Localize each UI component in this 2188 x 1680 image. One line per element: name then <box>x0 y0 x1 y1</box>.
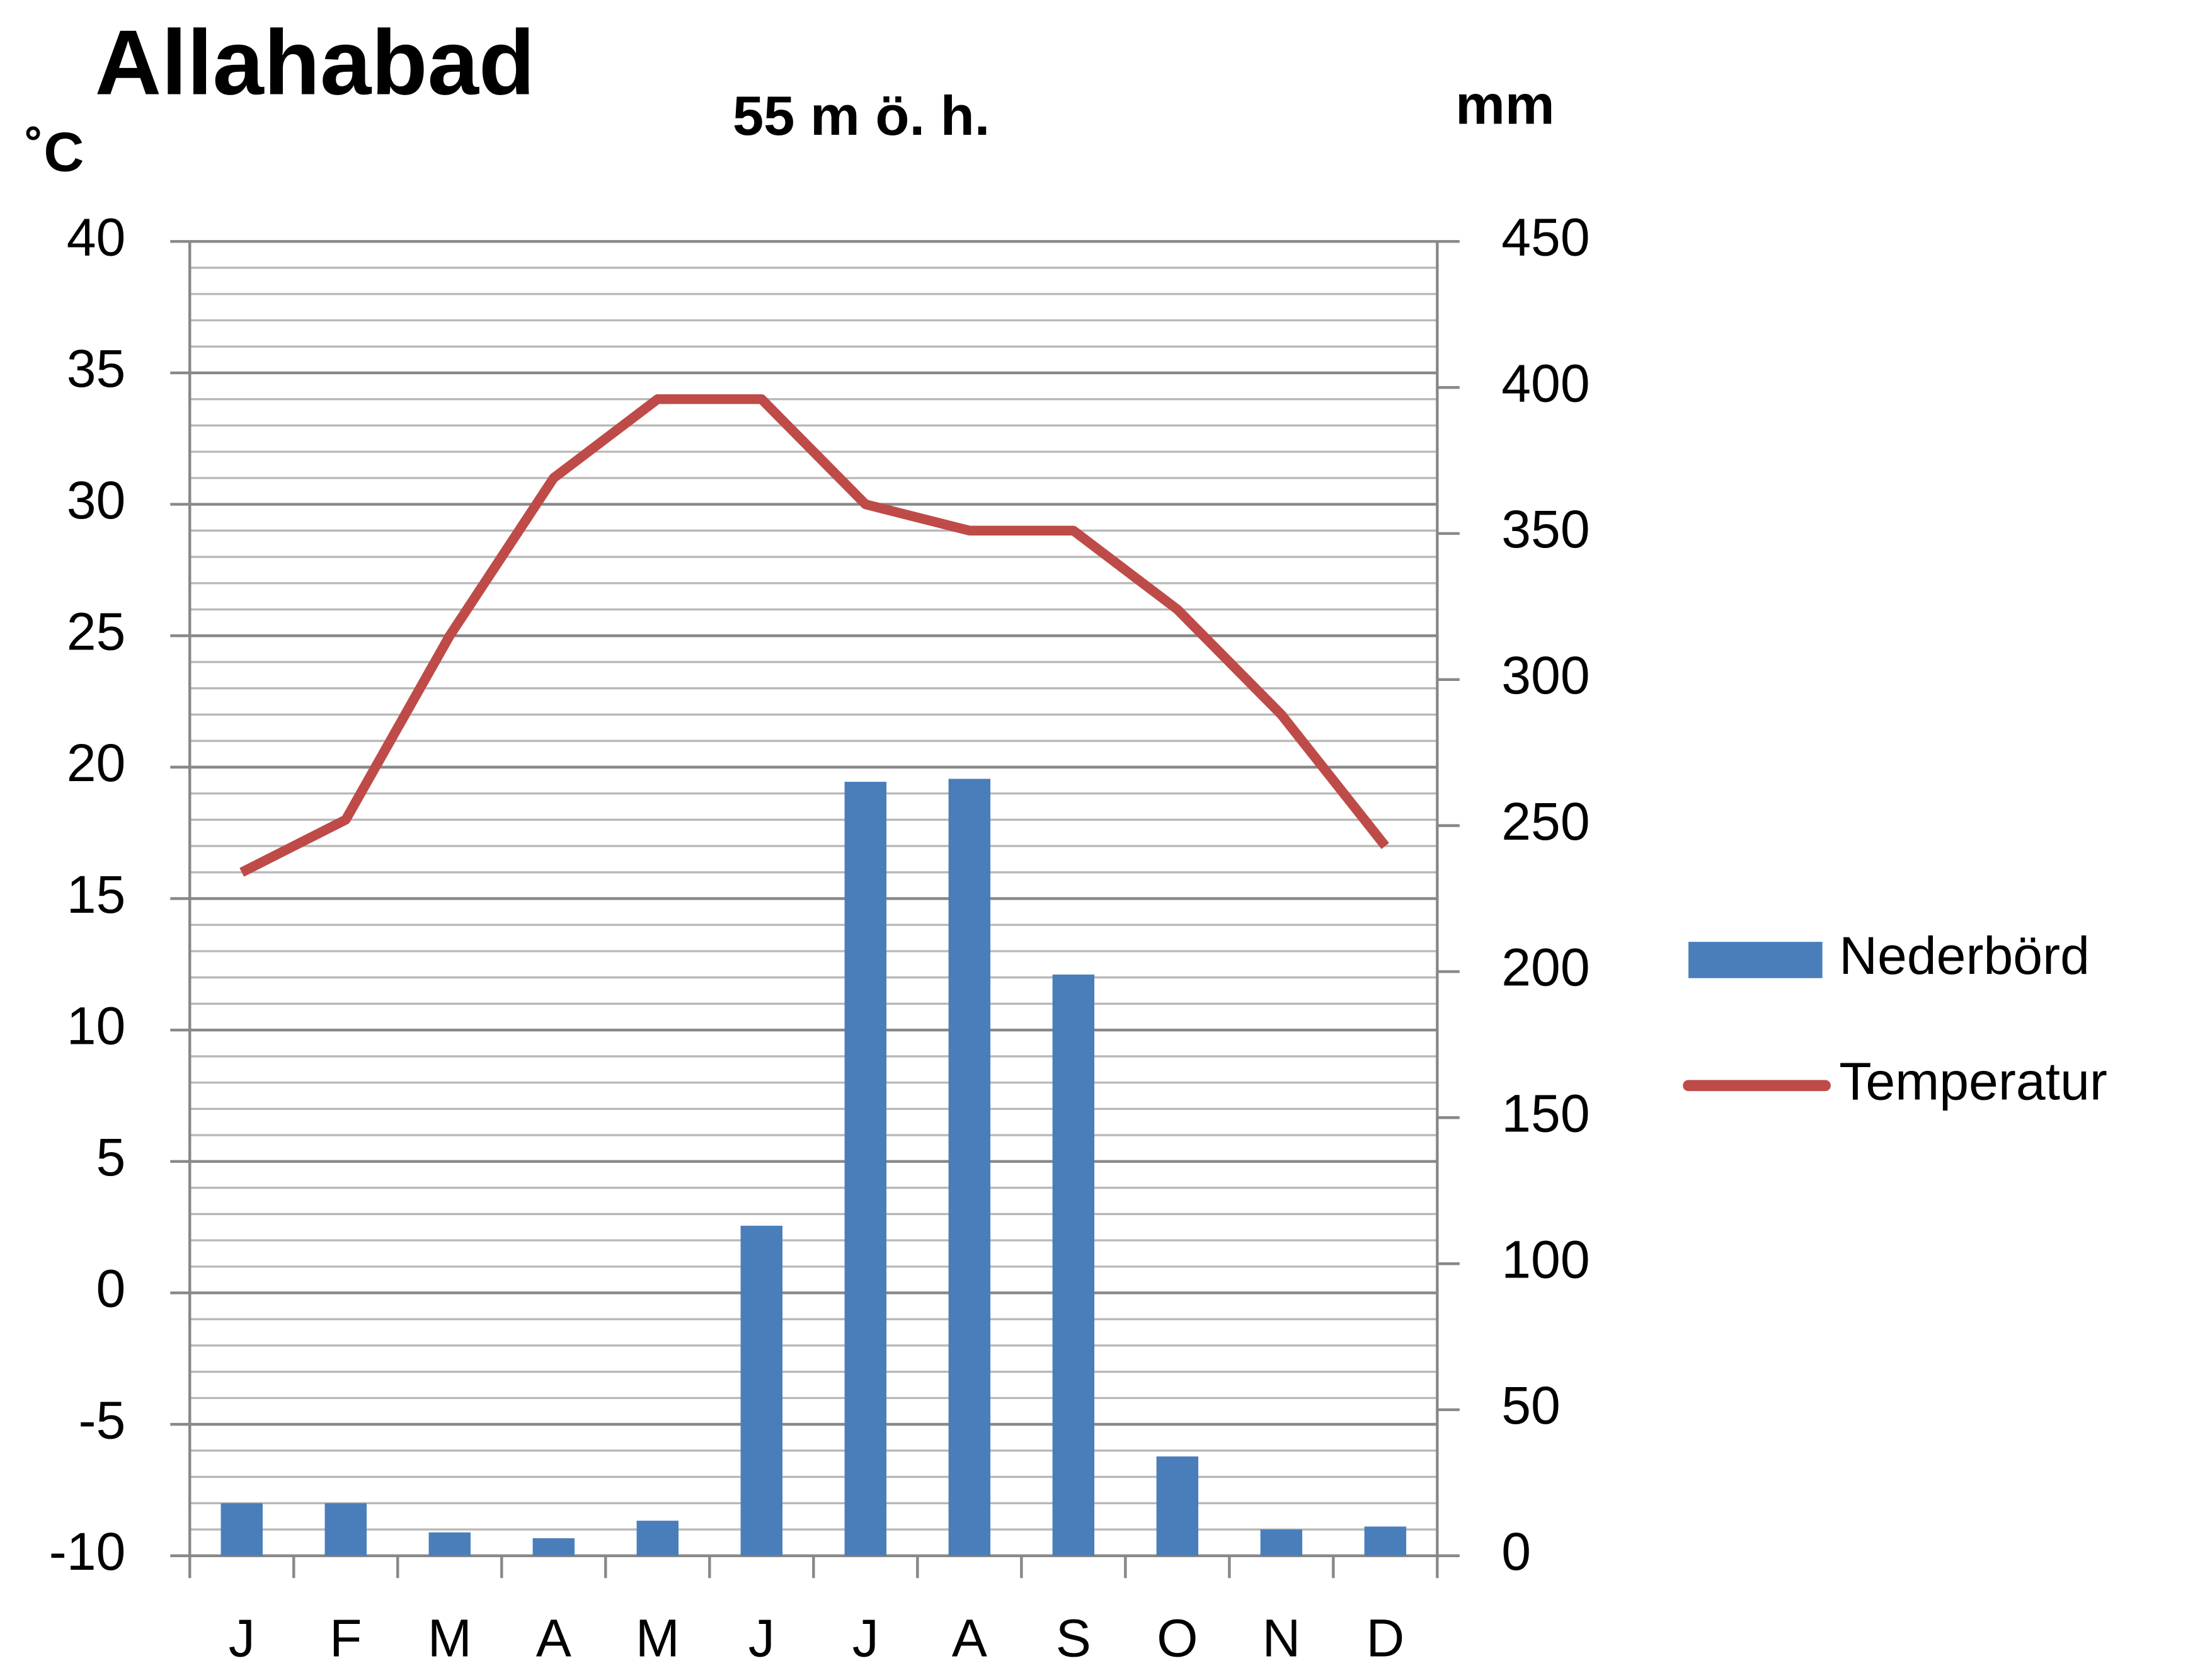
bar <box>428 1532 471 1556</box>
y-tick-label: 20 <box>67 733 126 792</box>
y-tick-label: 30 <box>67 471 126 530</box>
bar <box>221 1503 263 1556</box>
y2-tick-label: 200 <box>1501 938 1589 997</box>
y2-tick-label: 250 <box>1501 792 1589 851</box>
legend-swatch <box>1688 942 1823 978</box>
legend-label: Temperatur <box>1839 1052 2107 1111</box>
y-tick-label: 5 <box>96 1128 126 1187</box>
temperature-line <box>239 394 1389 877</box>
bar <box>1364 1526 1407 1556</box>
x-tick-label: J <box>229 1608 255 1667</box>
bar <box>636 1521 679 1556</box>
x-tick-label: M <box>428 1608 472 1667</box>
bar <box>844 782 887 1556</box>
y2-tick-label: 400 <box>1501 353 1589 413</box>
y2-tick-label: 350 <box>1501 500 1589 559</box>
x-tick-label: F <box>329 1608 362 1667</box>
x-tick-label: D <box>1366 1608 1404 1667</box>
x-tick-label: J <box>852 1608 879 1667</box>
legend-label: Nederbörd <box>1839 926 2090 985</box>
y2-tick-label: 50 <box>1501 1376 1561 1435</box>
x-tick-label: O <box>1157 1608 1198 1667</box>
y-tick-label: 15 <box>67 865 126 924</box>
y2-tick-label: 150 <box>1501 1084 1589 1143</box>
x-tick-label: A <box>536 1608 571 1667</box>
chart-title: Allahabad <box>95 11 536 113</box>
bar <box>1052 974 1095 1556</box>
x-tick-label: N <box>1262 1608 1300 1667</box>
y-tick-label: 0 <box>96 1259 126 1318</box>
y2-axis-label: mm <box>1455 73 1555 135</box>
bar <box>948 779 991 1556</box>
y2-tick-label: 0 <box>1501 1522 1531 1581</box>
x-tick-label: M <box>636 1608 680 1667</box>
y-tick-label: -10 <box>49 1522 126 1581</box>
y-axis-label: ˚C <box>25 121 84 183</box>
bar <box>1260 1529 1303 1556</box>
y2-tick-label: 100 <box>1501 1230 1589 1289</box>
x-tick-label: S <box>1056 1608 1091 1667</box>
y-tick-label: -5 <box>78 1390 125 1449</box>
y2-tick-label: 450 <box>1501 208 1589 267</box>
y-tick-label: 10 <box>67 996 126 1055</box>
y-tick-label: 40 <box>67 208 126 267</box>
y-tick-label: 35 <box>67 339 126 398</box>
bar <box>532 1538 575 1556</box>
y2-tick-label: 300 <box>1501 646 1589 705</box>
x-tick-label: A <box>952 1608 987 1667</box>
bar <box>740 1225 783 1556</box>
bar <box>1156 1456 1199 1556</box>
y-tick-label: 25 <box>67 602 126 661</box>
bar <box>324 1503 367 1556</box>
x-tick-label: J <box>748 1608 775 1667</box>
chart-subtitle: 55 m ö. h. <box>733 84 990 147</box>
